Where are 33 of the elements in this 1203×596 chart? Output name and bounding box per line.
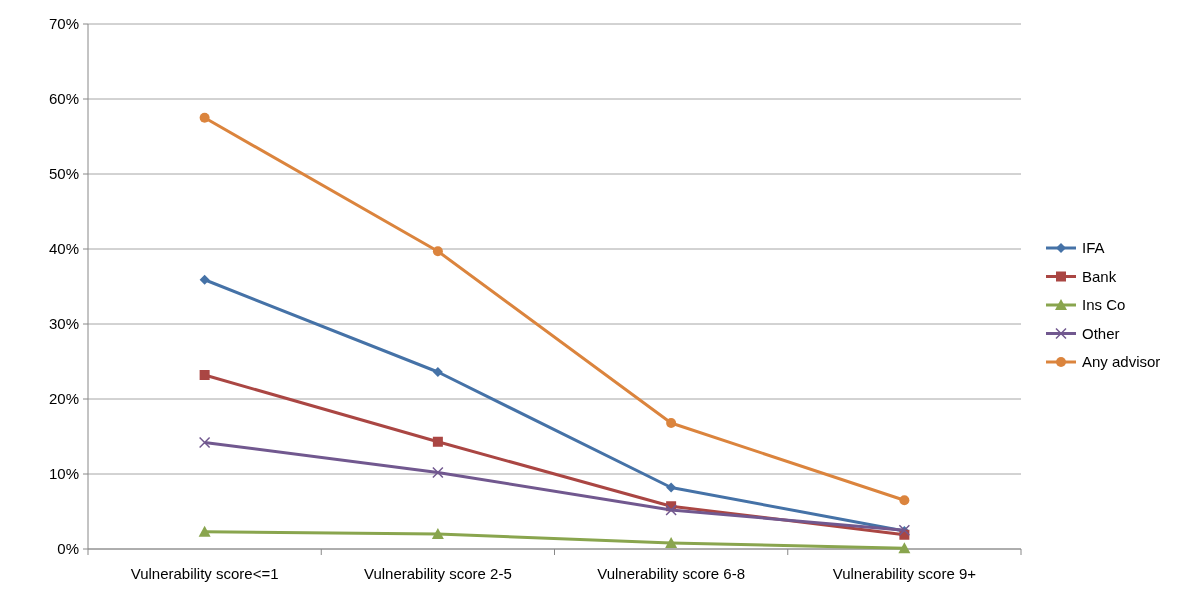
x-tick-label: Vulnerability score 2-5 (363, 565, 512, 582)
point (199, 274, 210, 285)
point (432, 367, 443, 377)
legend-label: Ins Co (1082, 296, 1126, 314)
y-tick-label: 30% (48, 315, 79, 333)
point (198, 525, 211, 537)
legend-label: Any advisor (1082, 353, 1161, 371)
point (666, 482, 677, 493)
x-tick-label: Vulnerability score<=1 (130, 565, 279, 582)
y-tick-label: 20% (48, 390, 79, 408)
legend-label: Bank (1082, 267, 1117, 285)
point (198, 436, 211, 449)
point (432, 466, 444, 479)
point (431, 528, 444, 539)
y-tick-label: 0% (57, 540, 79, 558)
legend-label: IFA (1082, 239, 1105, 257)
y-tick-label: 10% (48, 465, 79, 483)
point (432, 246, 443, 257)
y-tick-label: 60% (48, 90, 79, 108)
point (665, 504, 677, 516)
point (899, 495, 910, 506)
y-tick-label: 70% (48, 15, 79, 33)
y-tick-label: 50% (48, 165, 79, 183)
point (432, 436, 443, 447)
point (898, 542, 911, 554)
y-tick-label: 40% (48, 240, 79, 258)
x-tick-label: Vulnerability score 6-8 (597, 565, 746, 582)
point (666, 418, 677, 428)
legend-label: Other (1082, 324, 1120, 342)
x-tick-label: Vulnerability score 9+ (832, 565, 977, 582)
point (199, 112, 210, 123)
point (199, 370, 210, 380)
point (665, 537, 678, 548)
